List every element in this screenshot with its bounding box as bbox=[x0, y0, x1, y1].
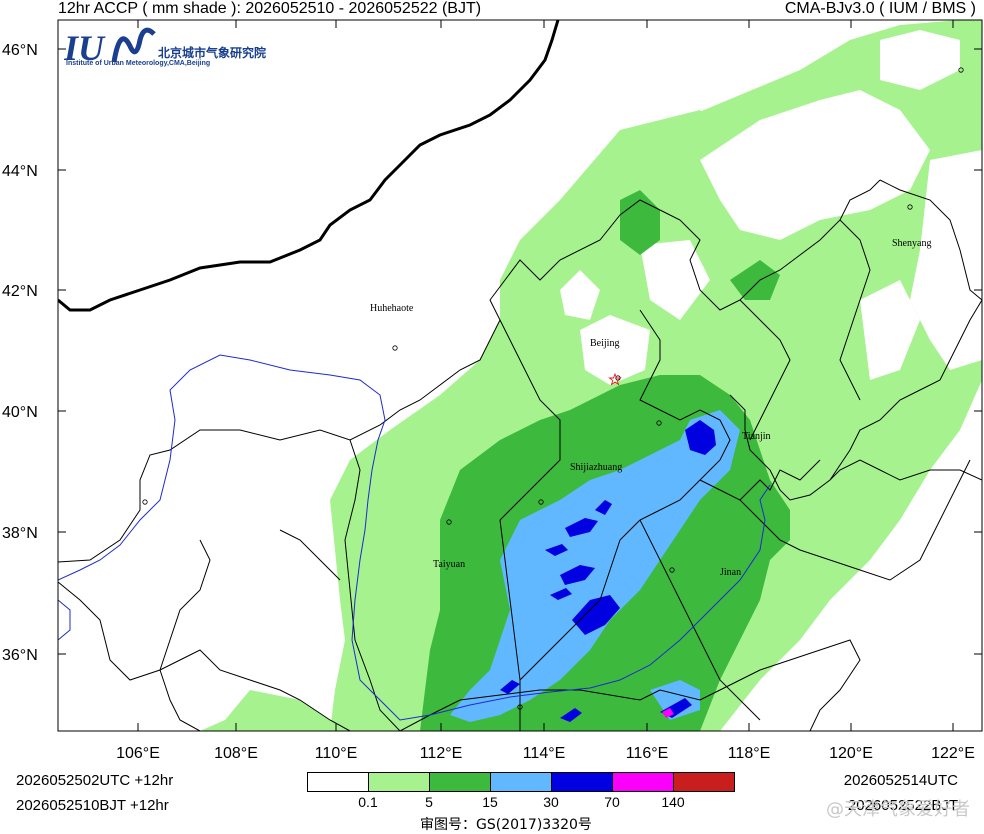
colorbar-label: 5 bbox=[425, 794, 433, 810]
lon-label-122: 122°E bbox=[931, 745, 975, 762]
lat-label-40: 40°N bbox=[2, 404, 38, 421]
precip-band-magenta bbox=[662, 708, 674, 718]
colorbar-label: 30 bbox=[543, 794, 559, 810]
lon-label-114: 114°E bbox=[523, 745, 566, 762]
river bbox=[58, 354, 771, 721]
lon-label-108: 108°E bbox=[214, 745, 258, 762]
lat-label-38: 38°N bbox=[2, 525, 38, 542]
map-approval-number: 审图号：GS(2017)3320号 bbox=[420, 817, 592, 833]
model-name: CMA-BJv3.0 ( IUM / BMS ) bbox=[784, 0, 976, 17]
beijing-star-icon bbox=[608, 372, 622, 386]
lon-label-118: 118°E bbox=[728, 745, 771, 762]
init-time-utc: 2026052502UTC +12hr bbox=[16, 772, 174, 789]
ium-logo-icon: IU bbox=[64, 27, 156, 68]
map-title: 12hr ACCP ( mm shade ): 2026052510 - 202… bbox=[58, 0, 482, 17]
colorbar-cell bbox=[674, 773, 734, 791]
lat-label-46: 46°N bbox=[2, 42, 38, 59]
national-border bbox=[58, 20, 560, 312]
watermark: @天津气象爱好者 bbox=[826, 799, 970, 820]
valid-time-bjt: 2026052522BJT bbox=[847, 797, 958, 814]
city-label-shenyang: Shenyang bbox=[892, 238, 931, 249]
lon-label-120: 120°E bbox=[829, 745, 873, 762]
map-frame bbox=[57, 19, 983, 732]
city-markers bbox=[142, 67, 964, 710]
colorbar-cell bbox=[613, 773, 674, 791]
colorbar-cell bbox=[430, 773, 491, 791]
lon-ticks bbox=[137, 20, 954, 731]
lat-label-36: 36°N bbox=[2, 647, 38, 664]
lat-label-42: 42°N bbox=[2, 283, 38, 300]
city-label-tianjin: Tianjin bbox=[742, 431, 771, 442]
svg-text:IU: IU bbox=[64, 28, 106, 68]
lat-label-44: 44°N bbox=[2, 163, 38, 180]
lon-label-106: 106°E bbox=[116, 745, 160, 762]
colorbar-label: 15 bbox=[482, 794, 498, 810]
colorbar-label: 70 bbox=[604, 794, 620, 810]
lon-label-112: 112°E bbox=[420, 745, 463, 762]
city-label-beijing: Beijing bbox=[590, 338, 619, 349]
valid-time-utc: 2026052514UTC bbox=[843, 772, 958, 789]
init-time-bjt: 2026052510BJT +12hr bbox=[16, 797, 169, 814]
colorbar-cell bbox=[369, 773, 430, 791]
precip-band-blue bbox=[500, 420, 716, 722]
colorbar-label: 0.1 bbox=[358, 794, 378, 810]
colorbar-cell bbox=[491, 773, 552, 791]
province-boundaries bbox=[58, 179, 982, 731]
logo-chinese-name: 北京城市气象研究院 bbox=[158, 46, 267, 60]
colorbar-cell bbox=[308, 773, 369, 791]
city-label-taiyuan: Taiyuan bbox=[433, 559, 465, 570]
city-label-huhehaote: Huhehaote bbox=[370, 303, 414, 314]
precip-gap-white bbox=[560, 30, 982, 385]
colorbar-cell bbox=[552, 773, 613, 791]
lon-label-116: 116°E bbox=[626, 745, 669, 762]
lat-ticks bbox=[58, 48, 982, 655]
lon-label-110: 110°E bbox=[315, 745, 358, 762]
coastline bbox=[729, 299, 982, 501]
city-label-jinan: Jinan bbox=[720, 567, 741, 578]
ium-logo: IU 北京城市气象研究院 Institute of Urban Meteorol… bbox=[64, 24, 274, 84]
city-label-shijiazhuang: Shijiazhuang bbox=[570, 462, 622, 473]
colorbar-label: 140 bbox=[661, 794, 685, 810]
precip-band-light-blue bbox=[450, 410, 740, 722]
colorbar bbox=[307, 772, 735, 792]
logo-english-name: Institute of Urban Meteorology,CMA,Beiji… bbox=[66, 60, 211, 67]
